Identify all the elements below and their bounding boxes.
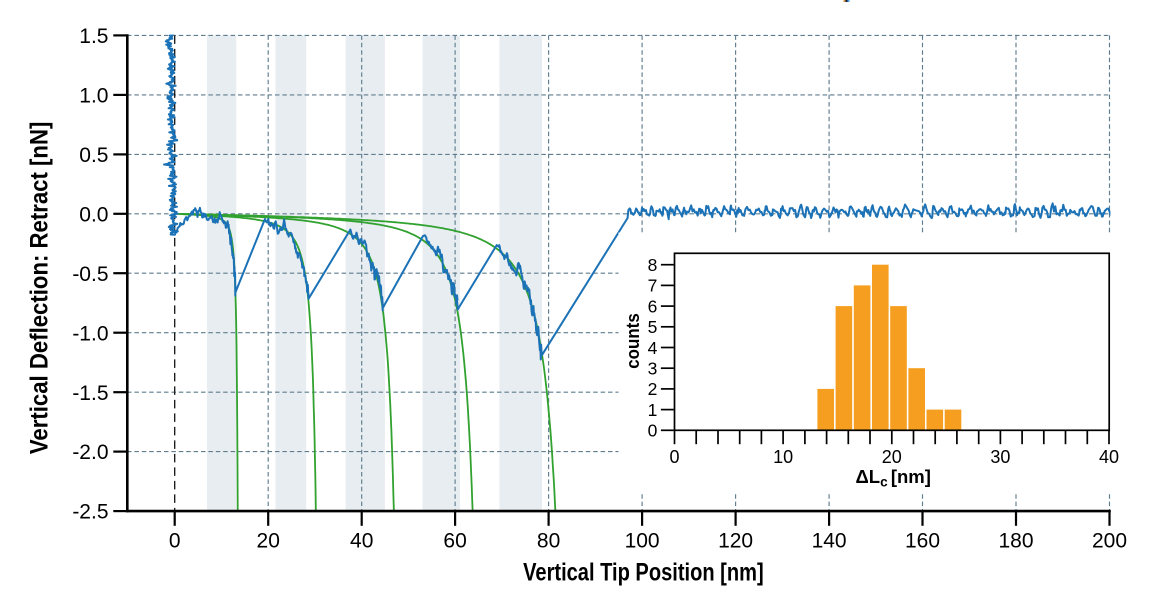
svg-text:1: 1 (648, 400, 658, 420)
svg-text:Vertical Deflection: Retract [: Vertical Deflection: Retract [nN] (26, 122, 54, 455)
svg-text:Vertical Tip Position [nm]: Vertical Tip Position [nm] (523, 559, 764, 587)
svg-text:40: 40 (1099, 447, 1119, 467)
svg-text:200: 200 (1092, 529, 1127, 552)
svg-text:180: 180 (998, 529, 1033, 552)
svg-text:7: 7 (648, 276, 658, 296)
svg-text:3: 3 (648, 359, 658, 379)
svg-text:0.5: 0.5 (79, 144, 108, 167)
svg-text:80: 80 (537, 529, 560, 552)
svg-text:0: 0 (669, 447, 679, 467)
svg-text:0: 0 (169, 529, 181, 552)
svg-text:30: 30 (990, 447, 1010, 467)
svg-text:40: 40 (350, 529, 373, 552)
svg-text:8: 8 (648, 255, 658, 275)
svg-text:6: 6 (648, 296, 658, 316)
svg-text:160: 160 (905, 529, 940, 552)
svg-text:-1.0: -1.0 (72, 322, 108, 345)
svg-text:0: 0 (648, 421, 658, 441)
svg-text:-2.0: -2.0 (72, 441, 108, 464)
svg-text:120: 120 (718, 529, 753, 552)
svg-text:1.5: 1.5 (79, 25, 108, 48)
svg-text:4: 4 (648, 338, 658, 358)
svg-text:5: 5 (648, 317, 658, 337)
svg-text:10: 10 (773, 447, 793, 467)
svg-text:140: 140 (812, 529, 847, 552)
svg-text:20: 20 (882, 447, 902, 467)
svg-text:1.0: 1.0 (79, 85, 108, 108)
svg-text:-2.5: -2.5 (72, 501, 108, 524)
svg-text:20: 20 (257, 529, 280, 552)
svg-text:0.0: 0.0 (79, 203, 108, 226)
svg-text:-1.5: -1.5 (72, 382, 108, 405)
svg-text:ΔLc[nm]: ΔLc [nm] (856, 466, 931, 490)
svg-text:-0.5: -0.5 (72, 263, 108, 286)
svg-text:counts: counts (623, 313, 643, 369)
svg-text:100: 100 (625, 529, 660, 552)
svg-text:60: 60 (443, 529, 466, 552)
svg-text:2: 2 (648, 379, 658, 399)
